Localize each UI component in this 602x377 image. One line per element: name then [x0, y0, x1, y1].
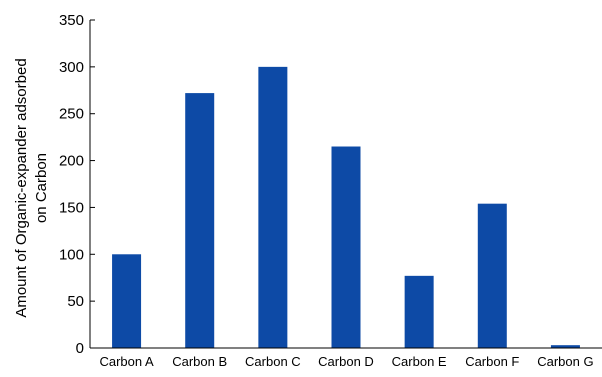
bar-carbon-a — [112, 254, 142, 348]
bar-carbon-e — [404, 275, 434, 348]
y-axis-title-line-1: Amount of Organic-expander adsorbed — [13, 58, 30, 317]
y-tick-label: 200 — [59, 153, 84, 170]
x-ticks-layer: Carbon A Carbon B Carbon C Carbon D Carbon E… — [99, 354, 593, 369]
bar-carbon-d — [331, 146, 361, 348]
x-tick-label: Carbon G — [537, 354, 593, 369]
y-tick-label: 250 — [59, 106, 84, 123]
y-tick-label: 350 — [59, 12, 84, 29]
y-tick-label: 150 — [59, 199, 84, 216]
x-tick-label: Carbon E — [392, 354, 447, 369]
y-axis-title-line-2: on Carbon — [33, 153, 50, 223]
x-tick-label: Carbon A — [99, 354, 154, 369]
y-tick-label: 50 — [67, 293, 84, 310]
x-tick-label: Carbon F — [465, 354, 519, 369]
x-tick-label: Carbon D — [318, 354, 374, 369]
bar-carbon-c — [258, 66, 288, 349]
axes-layer — [89, 20, 602, 349]
bar-carbon-g — [550, 345, 580, 348]
y-ticks-layer: 0 50 100 150 200 250 300 350 — [59, 12, 95, 357]
y-tick-label: 0 — [76, 340, 84, 357]
y-tick-label: 100 — [59, 246, 84, 263]
y-tick-label: 300 — [59, 59, 84, 76]
x-tick-label: Carbon C — [245, 354, 301, 369]
bars-layer — [112, 66, 580, 349]
bar-carbon-b — [185, 93, 215, 348]
y-axis-title: Amount of Organic-expander adsorbed on C… — [13, 58, 50, 317]
bar-carbon-f — [477, 203, 507, 348]
x-tick-label: Carbon B — [172, 354, 227, 369]
